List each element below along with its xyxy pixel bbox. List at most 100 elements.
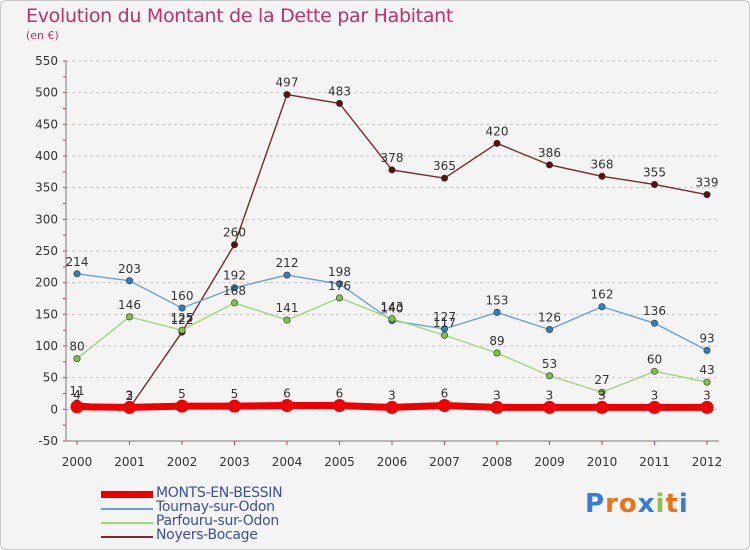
x-tick-label: 2001	[114, 455, 145, 469]
legend-swatch-monts-en-bessin	[101, 491, 153, 498]
x-tick-label: 2009	[534, 455, 565, 469]
y-tick-label: 250	[35, 244, 58, 258]
data-point	[126, 277, 134, 285]
data-label: 365	[433, 159, 456, 173]
x-tick-label: 2000	[62, 455, 93, 469]
data-point	[650, 181, 658, 189]
data-point	[545, 161, 553, 169]
data-point	[388, 166, 396, 174]
proxiti-logo: Proxiti	[585, 489, 689, 519]
data-label: 146	[118, 298, 141, 312]
data-label: 153	[486, 293, 509, 307]
data-point	[280, 399, 294, 413]
data-label: 162	[591, 288, 614, 302]
legend-label-parfouru-sur-odon: Parfouru-sur-Odon	[156, 513, 279, 529]
data-label: 3	[493, 388, 501, 402]
data-point	[703, 378, 711, 386]
data-label: 5	[178, 387, 186, 401]
data-point	[700, 400, 714, 414]
data-label: 6	[336, 387, 344, 401]
data-label: 125	[171, 311, 194, 325]
data-label: 6	[441, 387, 449, 401]
data-point	[283, 271, 291, 279]
data-point	[595, 400, 609, 414]
data-label: 386	[538, 146, 561, 160]
data-point	[650, 319, 658, 327]
y-tick-label: -50	[38, 434, 58, 448]
data-label: 420	[486, 124, 509, 138]
brand-letter: i	[678, 489, 689, 519]
data-label: 260	[223, 226, 246, 240]
data-point	[493, 308, 501, 316]
x-tick-label: 2002	[167, 455, 198, 469]
legend-swatch-tournay-sur-odon	[101, 508, 153, 510]
data-label: 212	[276, 256, 299, 270]
data-label: 497	[276, 76, 299, 90]
y-tick-label: 500	[35, 86, 58, 100]
data-label: 60	[647, 352, 662, 366]
data-label: 117	[433, 316, 456, 330]
data-label: 80	[69, 340, 84, 354]
data-point	[598, 388, 606, 396]
x-tick-label: 2008	[482, 455, 513, 469]
data-point	[231, 241, 239, 249]
data-label: 11	[69, 384, 84, 398]
chart-subtitle: (en €)	[26, 29, 59, 42]
data-point	[70, 400, 84, 414]
data-point	[438, 399, 451, 413]
data-point	[228, 399, 241, 413]
data-point	[703, 346, 711, 354]
data-label: 3	[126, 388, 134, 402]
data-point	[493, 139, 501, 147]
data-point	[648, 400, 661, 414]
y-tick-label: 550	[35, 54, 58, 68]
data-point	[335, 99, 343, 107]
y-tick-label: 300	[35, 212, 58, 226]
brand-letter: o	[618, 489, 638, 519]
data-point	[545, 372, 553, 380]
data-label: 89	[489, 334, 504, 348]
data-label: 2	[126, 389, 134, 403]
x-tick-label: 2012	[692, 455, 723, 469]
x-tick-label: 2011	[639, 455, 670, 469]
data-point	[231, 284, 239, 292]
data-label: 203	[118, 262, 141, 276]
chart-title: Evolution du Montant de la Dette par Hab…	[26, 5, 454, 27]
y-tick-label: 100	[35, 339, 58, 353]
brand-letter: t	[665, 489, 679, 519]
y-tick-label: 450	[35, 117, 58, 131]
data-point	[335, 280, 343, 288]
data-label: 122	[171, 313, 194, 327]
brand-letter: i	[655, 489, 666, 519]
y-tick-label: 350	[35, 181, 58, 195]
data-point	[703, 191, 711, 199]
data-point	[333, 399, 346, 413]
data-point	[385, 400, 399, 414]
data-label: 192	[223, 269, 246, 283]
data-point	[543, 400, 556, 414]
data-point	[388, 315, 396, 323]
data-label: 3	[546, 388, 554, 402]
data-label: 6	[283, 387, 291, 401]
y-tick-label: 50	[43, 371, 58, 385]
legend-label-monts-en-bessin: MONTS-EN-BESSIN	[156, 485, 283, 501]
data-label: 483	[328, 84, 351, 98]
brand-letter: P	[585, 489, 606, 519]
brand-letter: r	[605, 489, 619, 519]
y-tick-label: 200	[35, 276, 58, 290]
legend-label-tournay-sur-odon: Tournay-sur-Odon	[156, 499, 275, 515]
x-tick-label: 2007	[429, 455, 460, 469]
data-label: 27	[594, 373, 609, 387]
data-point	[178, 326, 186, 334]
data-label: 176	[328, 279, 351, 293]
legend-label-noyers-bocage: Noyers-Bocage	[156, 527, 258, 543]
data-label: 214	[66, 255, 89, 269]
data-point	[126, 313, 134, 321]
data-point	[598, 303, 606, 311]
data-point	[175, 399, 189, 413]
data-label: 198	[328, 265, 351, 279]
data-point	[545, 326, 553, 334]
data-label: 126	[538, 311, 561, 325]
